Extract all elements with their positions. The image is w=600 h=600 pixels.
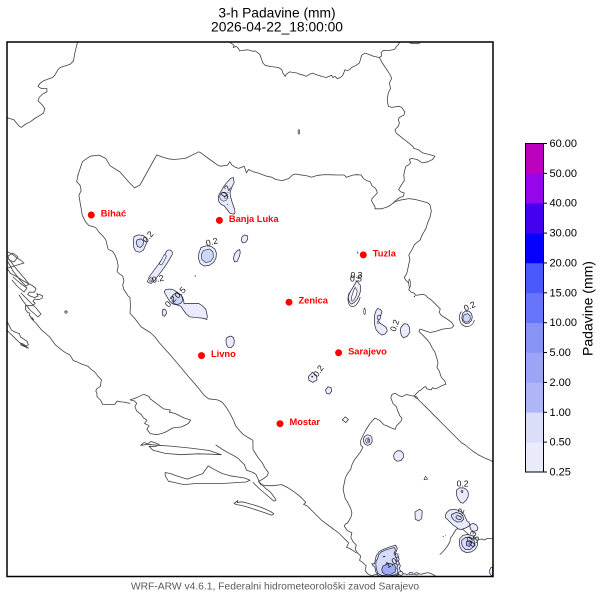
svg-text:0.2: 0.2 — [453, 507, 467, 522]
svg-text:Mostar: Mostar — [290, 417, 321, 427]
svg-text:60.00: 60.00 — [550, 138, 578, 150]
svg-text:0.3: 0.3 — [351, 270, 363, 280]
svg-text:0.25: 0.25 — [550, 467, 571, 479]
svg-text:20.00: 20.00 — [550, 257, 578, 269]
svg-text:0.2: 0.2 — [151, 273, 165, 285]
svg-text:Sarajevo: Sarajevo — [348, 346, 387, 356]
svg-text:0.2: 0.2 — [457, 478, 469, 488]
svg-text:Padavine (mm): Padavine (mm) — [580, 261, 596, 356]
svg-text:2026-04-22_18:00:00: 2026-04-22_18:00:00 — [211, 19, 343, 34]
svg-text:10.00: 10.00 — [550, 317, 578, 329]
svg-text:WRF-ARW v4.6.1, Federalni hidr: WRF-ARW v4.6.1, Federalni hidrometeorolo… — [131, 581, 420, 592]
svg-text:15.00: 15.00 — [550, 287, 578, 299]
svg-text:0.2: 0.2 — [388, 318, 402, 333]
svg-text:1.00: 1.00 — [550, 407, 571, 419]
svg-text:50.00: 50.00 — [550, 168, 578, 180]
svg-text:Bihać: Bihać — [101, 209, 126, 219]
svg-text:Banja Luka: Banja Luka — [229, 214, 279, 224]
svg-text:40.00: 40.00 — [550, 198, 578, 210]
svg-text:0.5: 0.5 — [350, 273, 362, 283]
svg-text:2.00: 2.00 — [550, 377, 571, 389]
svg-text:Livno: Livno — [211, 349, 236, 359]
svg-text:0.2: 0.2 — [205, 235, 219, 248]
svg-text:0.2: 0.2 — [462, 299, 477, 313]
svg-text:5.00: 5.00 — [550, 347, 571, 359]
svg-text:0.50: 0.50 — [550, 437, 571, 449]
svg-text:3-h Padavine (mm): 3-h Padavine (mm) — [218, 6, 335, 21]
svg-text:Zenica: Zenica — [299, 296, 329, 306]
svg-text:Tuzla: Tuzla — [373, 248, 397, 258]
svg-text:30.00: 30.00 — [550, 228, 578, 240]
